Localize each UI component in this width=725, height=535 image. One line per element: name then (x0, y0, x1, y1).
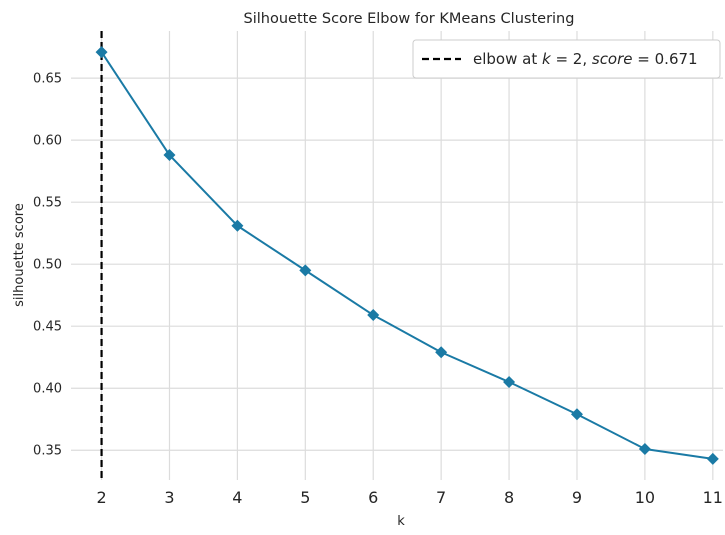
x-tick-label: 10 (635, 488, 655, 507)
x-tick-label: 9 (572, 488, 582, 507)
series-layer (95, 46, 719, 465)
data-point-marker (367, 309, 380, 322)
y-tick-labels: 0.35 0.40 0.45 0.50 0.55 0.60 0.65 (33, 72, 62, 459)
series-line (100, 51, 713, 460)
x-tick-label: 7 (436, 488, 446, 507)
data-point-marker (570, 408, 583, 421)
y-tick-label: 0.55 (33, 196, 62, 211)
legend: elbow at k = 2, score = 0.671 (412, 39, 721, 79)
x-tick-label: 11 (703, 488, 723, 507)
x-tick-label: 5 (300, 488, 310, 507)
y-tick-label: 0.45 (33, 320, 62, 335)
x-tick-labels: 2 3 4 5 6 7 8 9 10 11 (96, 488, 723, 507)
legend-suffix: = 0.671 (637, 50, 697, 68)
x-tick-label: 4 (232, 488, 242, 507)
data-point-marker (503, 376, 516, 389)
legend-k-symbol: k (542, 50, 552, 68)
x-tick-label: 3 (164, 488, 174, 507)
y-tick-label: 0.65 (33, 72, 62, 87)
y-axis-label: silhouette score (12, 203, 27, 307)
y-tick-label: 0.50 (33, 258, 62, 273)
legend-box (412, 39, 721, 79)
data-point-marker (638, 442, 651, 455)
data-point-marker (435, 346, 448, 359)
y-tick-label: 0.60 (33, 134, 62, 149)
data-point-marker (231, 219, 244, 232)
plot-area (71, 31, 723, 480)
x-gridlines (100, 31, 714, 480)
y-gridlines (71, 77, 723, 451)
x-tick-label: 6 (368, 488, 378, 507)
x-axis-label: k (397, 514, 405, 529)
legend-score-symbol: score (592, 50, 633, 68)
data-point-marker (706, 452, 719, 465)
legend-mid: = 2, (555, 50, 591, 68)
y-tick-label: 0.35 (33, 444, 62, 459)
legend-prefix: elbow at (473, 50, 542, 68)
plot-frame (71, 31, 723, 480)
chart-title: Silhouette Score Elbow for KMeans Cluste… (244, 11, 575, 27)
data-point-marker (299, 264, 312, 277)
legend-elbow-label: elbow at k = 2, score = 0.671 (473, 50, 698, 68)
data-point-marker (95, 46, 108, 59)
y-tick-label: 0.40 (33, 382, 62, 397)
data-point-marker (163, 149, 176, 162)
x-tick-label: 2 (96, 488, 106, 507)
x-tick-label: 8 (504, 488, 514, 507)
